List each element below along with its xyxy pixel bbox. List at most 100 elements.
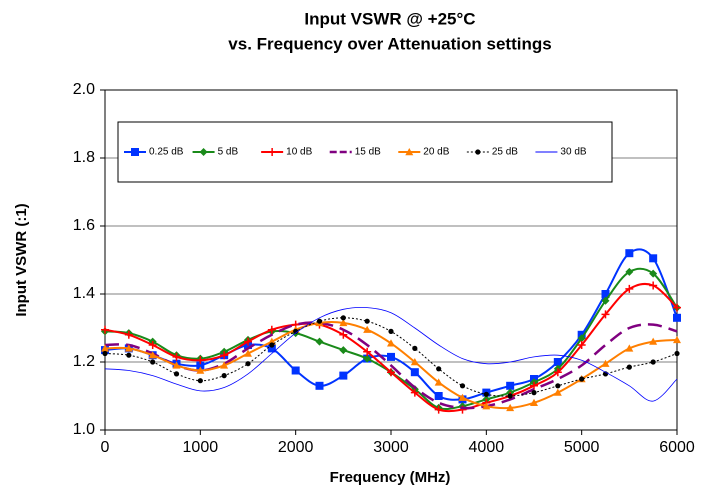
- series-line: [104, 267, 678, 411]
- series-line: [104, 306, 678, 402]
- y-tick-label: 1.0: [73, 421, 95, 438]
- marker: [625, 344, 634, 352]
- marker: [483, 391, 489, 397]
- marker: [553, 358, 562, 366]
- x-tick-label: 2000: [278, 439, 314, 456]
- marker: [625, 284, 634, 293]
- marker: [339, 318, 348, 327]
- marker: [506, 381, 515, 390]
- marker: [220, 351, 229, 360]
- marker: [101, 344, 109, 352]
- marker: [649, 254, 658, 263]
- marker: [196, 366, 205, 374]
- series-line: [104, 321, 678, 410]
- y-tick-label: 1.6: [73, 217, 95, 234]
- marker: [434, 392, 443, 400]
- marker: [673, 335, 681, 344]
- marker: [199, 148, 208, 156]
- x-tick-label: 5000: [564, 439, 600, 456]
- marker: [577, 334, 586, 343]
- y-tick-label: 1.2: [73, 353, 95, 370]
- marker: [434, 405, 443, 414]
- legend-entry: 20 dB: [398, 147, 450, 158]
- marker: [268, 148, 277, 156]
- marker: [626, 364, 632, 370]
- x-tick-label: 3000: [373, 439, 409, 456]
- marker: [172, 361, 181, 369]
- x-tick-label: 6000: [659, 439, 695, 456]
- marker: [530, 398, 538, 406]
- legend-entry: 10 dB: [261, 147, 313, 158]
- marker: [316, 318, 323, 324]
- marker: [482, 402, 491, 410]
- marker: [363, 354, 372, 363]
- marker: [507, 393, 513, 399]
- marker: [650, 359, 656, 365]
- chart-subtitle: vs. Frequency over Attenuation settings: [228, 34, 551, 53]
- marker: [410, 358, 419, 366]
- chart-title: Input VSWR @ +25°C: [304, 9, 475, 28]
- marker: [267, 344, 276, 353]
- marker: [196, 361, 205, 370]
- marker: [434, 378, 443, 386]
- marker: [291, 366, 300, 375]
- marker: [267, 337, 276, 345]
- marker: [388, 328, 394, 334]
- marker: [269, 342, 275, 348]
- marker: [124, 344, 133, 352]
- marker: [579, 376, 585, 382]
- marker: [506, 403, 515, 412]
- plot-area: [104, 89, 678, 431]
- marker: [339, 346, 348, 355]
- series-line: [104, 282, 678, 413]
- marker: [315, 337, 324, 346]
- legend-entry: 15 dB: [329, 147, 381, 158]
- marker: [124, 330, 133, 339]
- marker: [410, 388, 419, 397]
- marker: [458, 393, 467, 401]
- legend-label: 25 dB: [492, 147, 518, 158]
- marker: [553, 388, 562, 396]
- marker: [649, 337, 658, 345]
- marker: [148, 341, 157, 349]
- marker: [387, 368, 395, 377]
- legend-label: 10 dB: [286, 147, 312, 158]
- marker: [475, 149, 481, 155]
- marker: [387, 339, 395, 347]
- marker: [625, 249, 634, 258]
- marker: [101, 325, 109, 334]
- marker: [339, 371, 348, 380]
- x-tick-label: 4000: [469, 439, 505, 456]
- legend-entry: 25 dB: [466, 147, 518, 158]
- x-tick-label: 0: [101, 439, 110, 456]
- marker: [531, 390, 537, 396]
- legend-entry: 0.25 dB: [124, 147, 184, 158]
- marker: [364, 318, 370, 324]
- marker: [649, 269, 658, 278]
- marker: [410, 368, 419, 377]
- marker: [245, 361, 251, 367]
- marker: [126, 352, 132, 358]
- marker: [673, 313, 681, 322]
- marker: [363, 347, 372, 356]
- marker: [267, 325, 276, 334]
- x-axis-label: Frequency (MHz): [330, 469, 451, 486]
- marker: [649, 281, 658, 290]
- y-tick-label: 2.0: [73, 81, 95, 98]
- y-tick-label: 1.4: [73, 285, 95, 302]
- marker: [293, 328, 299, 334]
- legend-label: 20 dB: [423, 147, 449, 158]
- legend-label: 5 dB: [218, 147, 239, 158]
- marker: [220, 361, 229, 369]
- y-axis-label: Input VSWR (:1): [13, 203, 30, 316]
- legend-label: 0.25 dB: [149, 147, 184, 158]
- x-tick-label: 1000: [183, 439, 219, 456]
- marker: [339, 330, 348, 339]
- marker: [131, 148, 139, 156]
- marker: [196, 356, 205, 365]
- marker: [221, 373, 227, 379]
- marker: [197, 378, 203, 384]
- marker: [148, 351, 157, 359]
- marker: [102, 350, 108, 357]
